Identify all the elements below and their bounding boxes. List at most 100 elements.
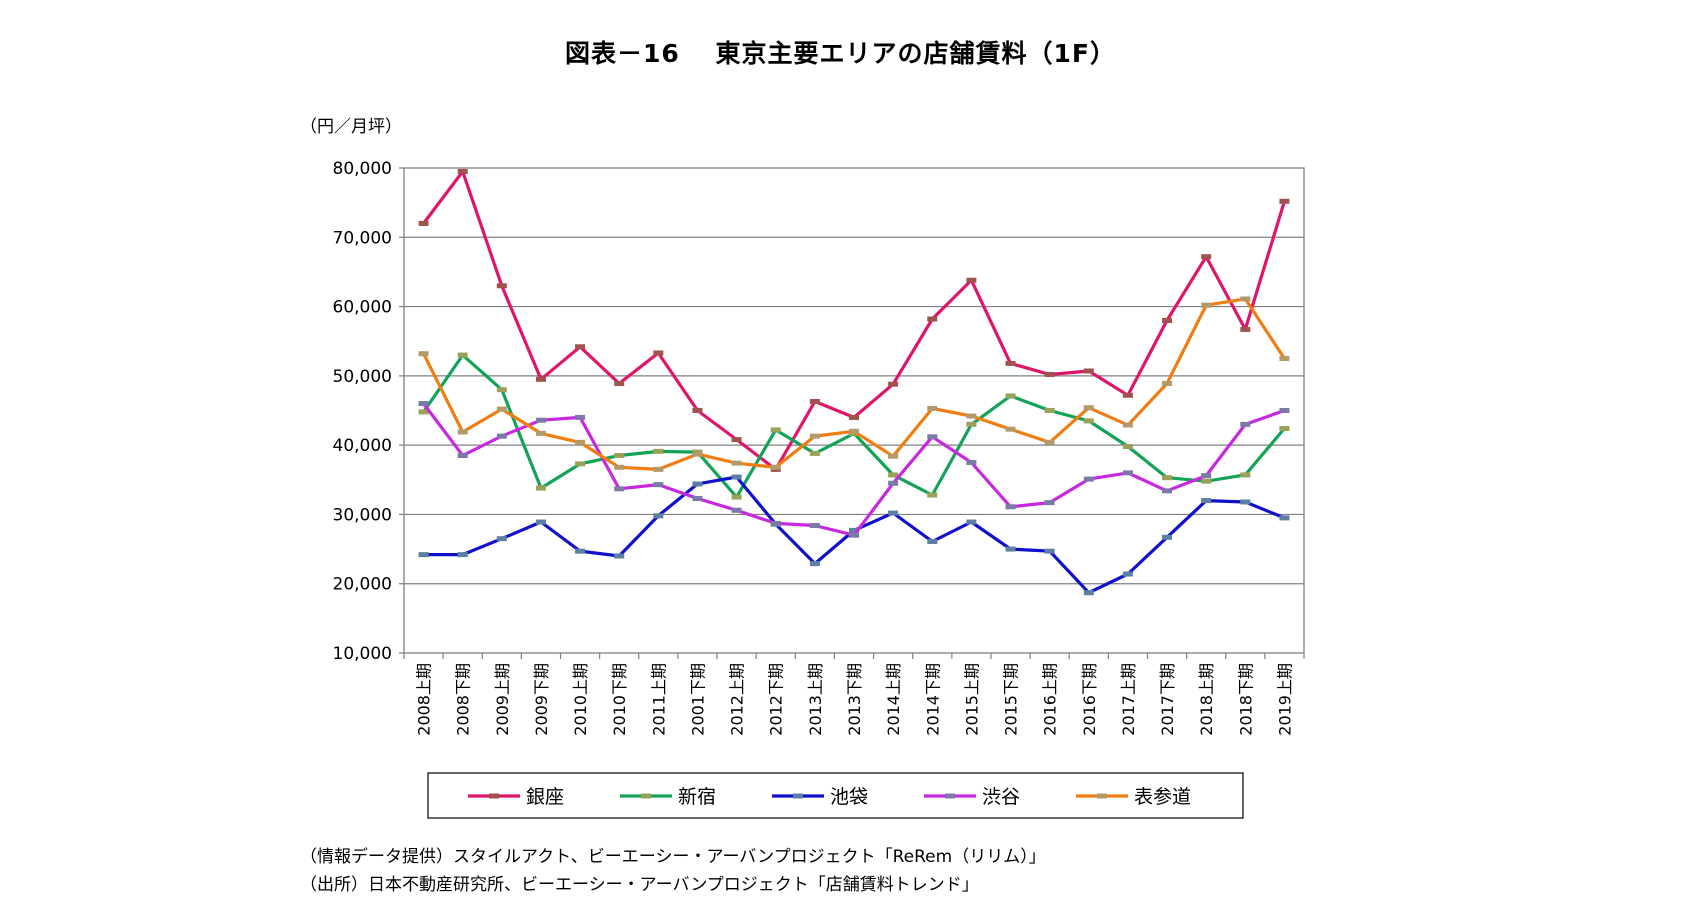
data-point — [849, 532, 859, 538]
data-point — [1044, 408, 1055, 413]
data-point — [966, 413, 977, 419]
data-point — [692, 481, 703, 487]
legend-marker — [1097, 793, 1107, 799]
x-tick-label: 2017下期 — [1158, 663, 1177, 736]
legend-label: 新宿 — [678, 786, 716, 808]
x-tick-label: 2013下期 — [845, 663, 864, 736]
x-tick-label: 2019上期 — [1275, 663, 1294, 736]
data-point — [457, 352, 468, 358]
x-tick-label: 2015下期 — [1002, 663, 1021, 736]
y-axis-unit-label: （円／月坪） — [300, 117, 402, 137]
x-tick-label: 2016下期 — [1080, 663, 1099, 736]
data-point — [888, 453, 899, 459]
x-tick-label: 2017上期 — [1119, 663, 1138, 736]
data-point — [1005, 360, 1016, 366]
data-point — [1201, 473, 1212, 479]
data-point — [1083, 418, 1094, 424]
data-point — [1005, 426, 1016, 432]
data-point — [809, 523, 820, 529]
x-tick-label: 2009下期 — [532, 663, 551, 736]
data-point — [535, 430, 546, 436]
series-銀座 — [418, 168, 1290, 472]
data-point — [731, 507, 742, 513]
legend-marker — [489, 793, 499, 799]
data-point — [535, 519, 546, 525]
y-tick-label: 80,000 — [333, 159, 392, 179]
data-point — [496, 283, 507, 289]
x-tick-label: 2018下期 — [1236, 663, 1255, 736]
x-tick-label: 2008下期 — [454, 663, 473, 736]
data-point — [614, 486, 625, 492]
data-point — [927, 405, 938, 411]
x-tick-label: 2009上期 — [493, 663, 512, 736]
data-point — [1162, 475, 1173, 481]
data-point — [1201, 254, 1212, 260]
y-tick-label: 70,000 — [333, 228, 392, 248]
series-line — [422, 169, 1286, 471]
x-tick-label: 2001下期 — [688, 663, 707, 736]
data-point — [496, 433, 507, 439]
data-point — [496, 536, 507, 542]
data-point — [653, 466, 664, 472]
source-note-data-provider: （情報データ提供）スタイルアクト、ビーエーシー・アーバンプロジェクト「ReRem… — [300, 847, 1046, 867]
legend-marker — [793, 793, 803, 799]
data-point — [418, 409, 429, 415]
data-point — [966, 459, 977, 465]
data-point — [809, 450, 820, 456]
x-tick-label: 2010下期 — [610, 663, 629, 736]
data-point — [418, 351, 429, 357]
data-point — [614, 453, 625, 459]
x-tick-label: 2011上期 — [649, 663, 668, 736]
x-tick-label: 2015上期 — [962, 663, 981, 736]
data-point — [457, 429, 468, 435]
data-point — [692, 451, 703, 457]
data-point — [653, 448, 664, 454]
data-point — [966, 519, 977, 525]
x-tick-label: 2014下期 — [923, 663, 942, 736]
data-point — [1122, 470, 1133, 476]
data-point — [535, 485, 546, 491]
data-point — [966, 421, 977, 427]
data-point — [496, 387, 507, 393]
series-新宿 — [418, 352, 1290, 500]
data-point — [1279, 408, 1290, 413]
data-point — [535, 417, 546, 423]
data-point — [731, 460, 742, 466]
data-point — [927, 316, 938, 322]
data-point — [496, 406, 507, 412]
data-point — [1005, 546, 1016, 552]
data-point — [888, 480, 899, 486]
data-point — [1005, 504, 1016, 510]
data-point — [575, 414, 586, 420]
data-point — [1083, 405, 1094, 411]
chart-title: 図表－16 東京主要エリアの店舗賃料（1F） — [565, 39, 1116, 68]
data-point — [1044, 371, 1055, 377]
legend-label: 池袋 — [830, 786, 868, 808]
data-point — [1279, 515, 1290, 521]
data-point — [1279, 356, 1290, 362]
data-point — [1122, 571, 1133, 577]
data-point — [927, 434, 938, 440]
data-point — [418, 220, 429, 226]
data-point — [927, 538, 938, 544]
x-tick-label: 2010上期 — [571, 663, 590, 736]
x-tick-label: 2016上期 — [1041, 663, 1060, 736]
data-point — [1240, 499, 1251, 505]
x-tick-label: 2012上期 — [728, 663, 747, 736]
y-tick-label: 30,000 — [333, 505, 392, 525]
data-point — [535, 376, 546, 382]
data-point — [1201, 478, 1212, 484]
y-axis-ticks: 10,000 20,000 30,000 40,000 50,000 60,000 70,0… — [333, 159, 404, 664]
y-tick-label: 60,000 — [333, 298, 392, 318]
gridlines — [404, 236, 1304, 585]
data-point — [1162, 534, 1173, 540]
data-point — [1162, 317, 1173, 323]
data-point — [809, 433, 820, 439]
source-note-origin: （出所）日本不動産研究所、ビーエーシー・アーバンプロジェクト「店舗賃料トレンド」 — [300, 875, 979, 895]
data-point — [457, 168, 468, 174]
data-point — [614, 553, 625, 559]
data-point — [575, 461, 586, 467]
data-point — [770, 427, 781, 433]
data-point — [1044, 548, 1055, 554]
legend-marker — [641, 793, 651, 799]
